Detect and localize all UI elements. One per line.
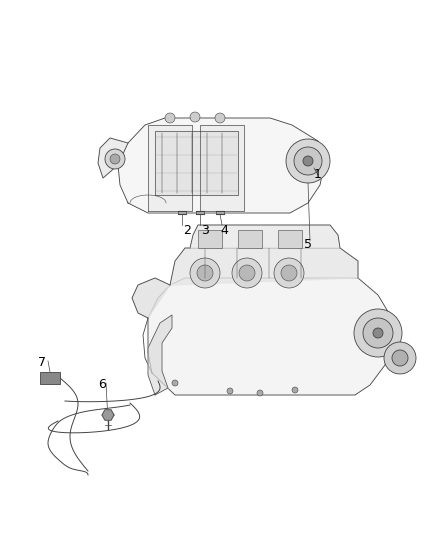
Polygon shape (118, 118, 325, 213)
Text: 7: 7 (38, 357, 46, 369)
Bar (238, 230, 262, 248)
Polygon shape (148, 278, 392, 395)
Polygon shape (102, 410, 114, 420)
Circle shape (215, 113, 225, 123)
Circle shape (232, 258, 262, 288)
Bar (278, 230, 302, 248)
Text: 3: 3 (201, 224, 209, 238)
Circle shape (190, 258, 220, 288)
Polygon shape (98, 138, 128, 178)
Circle shape (190, 112, 200, 122)
Circle shape (303, 156, 313, 166)
Circle shape (392, 350, 408, 366)
Polygon shape (148, 315, 172, 395)
Text: 5: 5 (304, 238, 312, 252)
Circle shape (292, 387, 298, 393)
Circle shape (274, 258, 304, 288)
Bar (40, 372, 60, 384)
Text: 6: 6 (98, 378, 106, 392)
Circle shape (165, 113, 175, 123)
Circle shape (172, 380, 178, 386)
Text: 4: 4 (220, 224, 228, 238)
Text: 1: 1 (314, 168, 322, 182)
Circle shape (286, 139, 330, 183)
Circle shape (227, 388, 233, 394)
Polygon shape (155, 131, 238, 195)
Circle shape (257, 390, 263, 396)
Circle shape (105, 149, 125, 169)
Polygon shape (148, 125, 192, 211)
Circle shape (363, 318, 393, 348)
Polygon shape (200, 125, 244, 211)
Text: 2: 2 (183, 224, 191, 238)
Circle shape (354, 309, 402, 357)
Circle shape (239, 265, 255, 281)
Bar (198, 230, 222, 248)
Polygon shape (132, 278, 170, 318)
Circle shape (294, 147, 322, 175)
Circle shape (110, 154, 120, 164)
Circle shape (373, 328, 383, 338)
Polygon shape (170, 248, 358, 285)
Polygon shape (190, 225, 340, 248)
Circle shape (281, 265, 297, 281)
Circle shape (384, 342, 416, 374)
Circle shape (197, 265, 213, 281)
